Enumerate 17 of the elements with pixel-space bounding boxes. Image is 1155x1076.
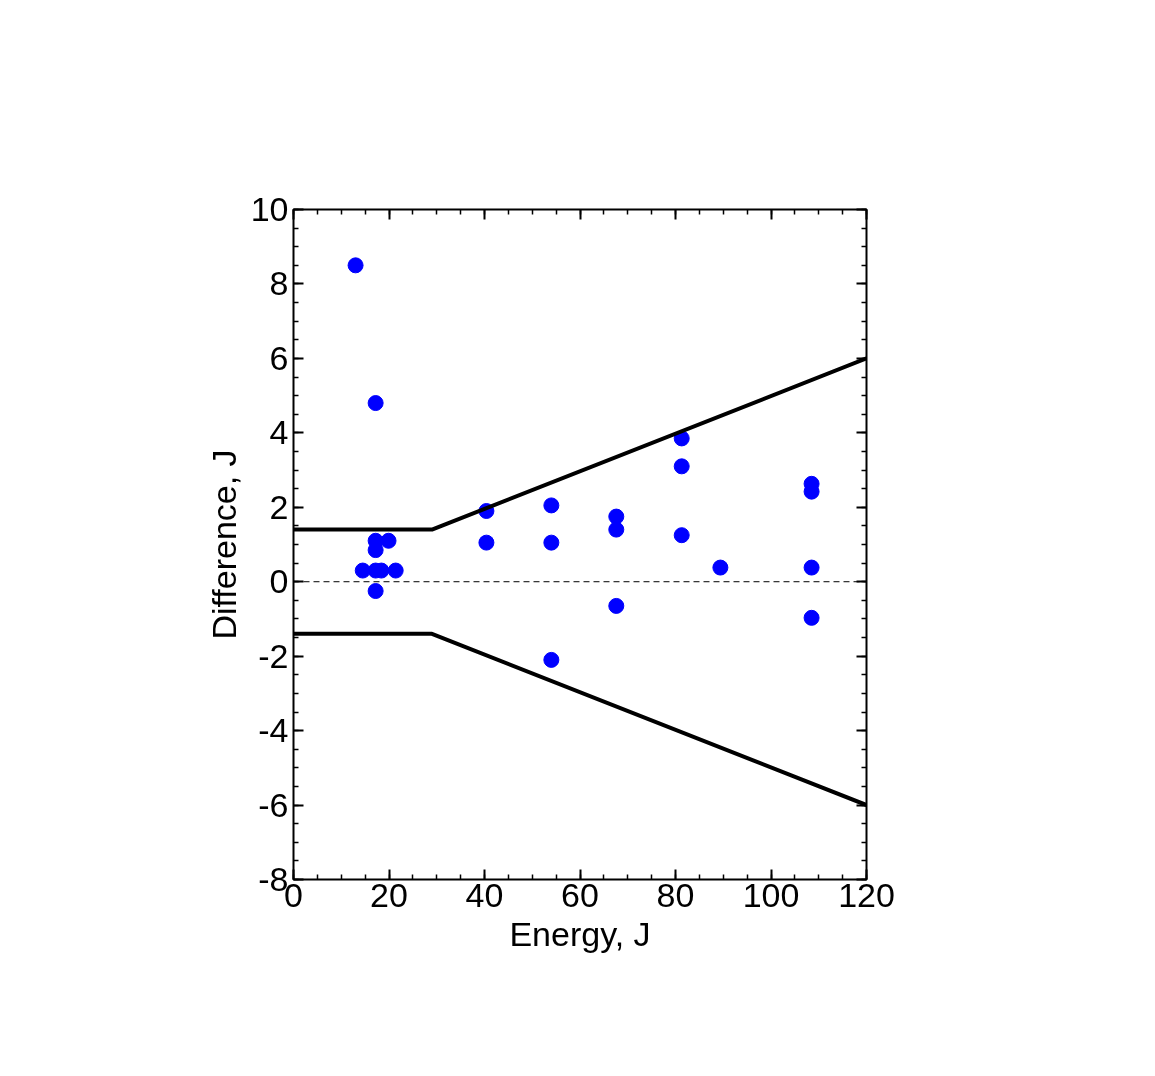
x-tick-label: 40: [465, 875, 504, 914]
y-tick-label: -2: [258, 636, 289, 675]
y-tick-label: 4: [269, 413, 289, 452]
y-tick-label: -4: [258, 711, 289, 750]
y-tick-label: 8: [269, 264, 289, 303]
x-axis-title: Energy, J: [509, 914, 651, 953]
y-tick-label: -6: [258, 785, 289, 824]
x-tick-label: 100: [742, 875, 800, 914]
x-tick-label: 80: [656, 875, 695, 914]
y-tick-label: 6: [269, 338, 289, 377]
x-tick-label: 120: [838, 875, 895, 914]
x-tick-label: 20: [370, 875, 408, 914]
y-tick-label: 0: [269, 562, 289, 601]
y-tick-label: 2: [269, 487, 289, 526]
y-tick-label: 10: [250, 190, 289, 228]
x-tick-label: 60: [561, 875, 599, 914]
y-axis-title: Difference, J: [204, 449, 243, 640]
